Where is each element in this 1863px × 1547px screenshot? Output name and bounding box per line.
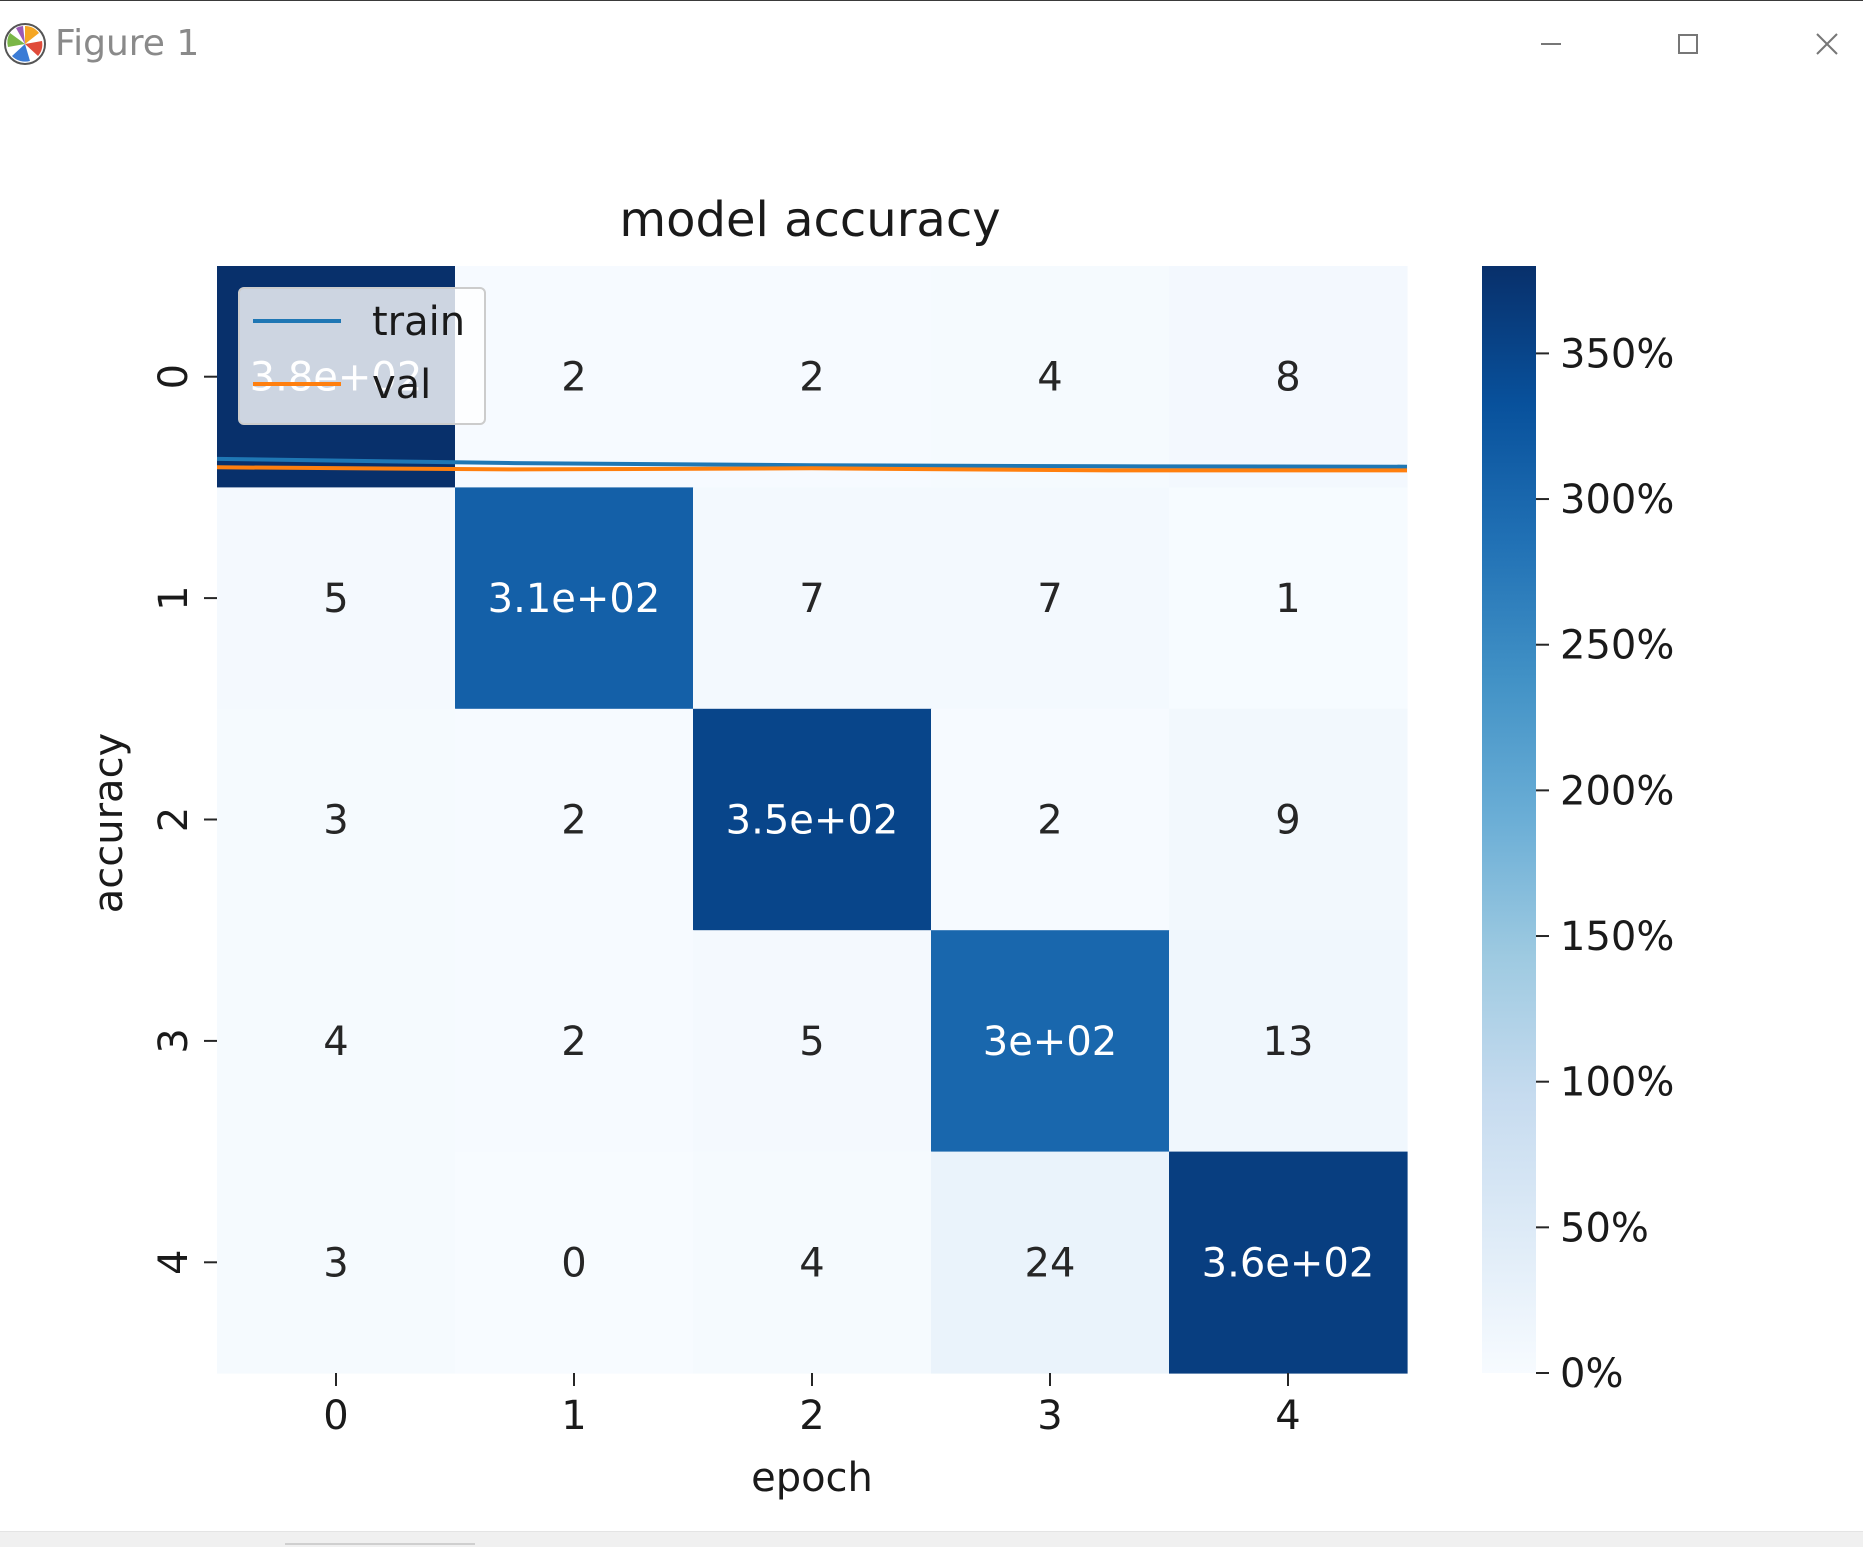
series-line-val [216, 465, 1407, 473]
heatmap-cells [217, 266, 1408, 1374]
cell-label: 5 [323, 576, 348, 622]
x-axis: 0 1 2 3 4 [323, 1373, 1301, 1439]
heatmap-cell [217, 708, 456, 931]
cell-label: 3 [323, 798, 348, 844]
maximize-button[interactable] [1658, 19, 1718, 69]
heatmap-cell [1169, 487, 1408, 710]
colorbar-tick-label: 150% [1560, 914, 1674, 960]
cell-label: 2 [799, 355, 824, 401]
heatmap-cell [455, 708, 694, 931]
cell-label: 3 [323, 1240, 348, 1286]
colorbar-tick-label: 100% [1560, 1060, 1674, 1106]
cell-label: 24 [1025, 1240, 1076, 1286]
cell-label: 3.6e+02 [1202, 1240, 1375, 1286]
colorbar-tick-label: 250% [1560, 623, 1674, 669]
y-axis-label: accuracy [86, 733, 132, 913]
colorbar-tick-label: 0% [1560, 1351, 1623, 1397]
series-lines [216, 456, 1408, 473]
cell-label: 2 [1037, 798, 1062, 844]
heatmap-cell [1169, 930, 1408, 1153]
heatmap-cell [455, 266, 694, 488]
heatmap-cell [455, 930, 694, 1153]
heatmap-cell [693, 266, 932, 488]
cell-label: 2 [561, 798, 586, 844]
x-axis-label: epoch [751, 1455, 873, 1501]
window-title: Figure 1 [55, 23, 200, 64]
cell-label: 2 [561, 355, 586, 401]
minimize-icon [1541, 43, 1561, 45]
heatmap-cell [931, 487, 1170, 710]
colorbar-bar [1482, 266, 1536, 1373]
x-tick-label: 1 [561, 1393, 586, 1439]
cell-label: 13 [1263, 1019, 1314, 1065]
y-tick-label: 1 [151, 585, 197, 610]
heatmap-cell [455, 1151, 694, 1374]
heatmap-cell [931, 266, 1170, 488]
x-tick-label: 3 [1037, 1393, 1062, 1439]
toolbar-strip [285, 1543, 475, 1545]
heatmap-cell [931, 1151, 1170, 1374]
cell-label: 9 [1275, 798, 1300, 844]
heatmap-cell [1169, 708, 1408, 931]
heatmap-cell [217, 1151, 456, 1374]
cell-label: 8 [1275, 355, 1300, 401]
cell-label: 0 [561, 1240, 586, 1286]
heatmap-annotations: 3.8e+02224853.1e+02771323.5e+02294253e+0… [250, 355, 1375, 1287]
heatmap-cell [455, 487, 694, 710]
colorbar: 0% 50% 100% 150% 200% 250% 300% 350% [1482, 266, 1674, 1397]
cell-label: 3.5e+02 [726, 798, 899, 844]
close-icon [1816, 33, 1838, 55]
y-tick-label: 0 [151, 364, 197, 389]
colorbar-tick-label: 50% [1560, 1205, 1649, 1251]
x-tick-label: 4 [1275, 1393, 1300, 1439]
colorbar-tick-label: 300% [1560, 477, 1674, 523]
heatmap-cell [931, 708, 1170, 931]
cell-label: 7 [1037, 576, 1062, 622]
minimize-button[interactable] [1521, 19, 1581, 69]
cell-label: 7 [799, 576, 824, 622]
y-tick-label: 2 [151, 807, 197, 832]
series-line-train [216, 456, 1408, 469]
colorbar-tick-label: 200% [1560, 768, 1674, 814]
y-tick-label: 4 [151, 1250, 197, 1275]
y-axis: 0 1 2 3 4 [151, 364, 217, 1275]
heatmap-cell [693, 487, 932, 710]
heatmap-cell [1169, 1151, 1408, 1374]
cell-label: 4 [323, 1019, 348, 1065]
heatmap-cell [693, 708, 932, 931]
legend-label-train: train [372, 299, 465, 345]
cell-label: 1 [1275, 576, 1300, 622]
legend[interactable]: train val [238, 287, 486, 425]
cell-label: 4 [1037, 355, 1062, 401]
heatmap-cell [931, 930, 1170, 1153]
cell-label: 3e+02 [983, 1019, 1117, 1065]
colorbar-tick-label: 350% [1560, 331, 1674, 377]
cell-label: 2 [561, 1019, 586, 1065]
close-button[interactable] [1796, 19, 1856, 69]
x-tick-label: 0 [323, 1393, 348, 1439]
cell-label: 3.1e+02 [488, 576, 661, 622]
matplotlib-logo-icon [2, 21, 48, 67]
heatmap-cell [693, 1151, 932, 1374]
cell-label: 5 [799, 1019, 824, 1065]
heatmap-cell [693, 930, 932, 1153]
heatmap-cell [1169, 266, 1408, 488]
cell-label: 4 [799, 1240, 824, 1286]
y-tick-label: 3 [151, 1028, 197, 1053]
heatmap-cell [217, 487, 456, 710]
x-tick-label: 2 [799, 1393, 824, 1439]
title-bar: Figure 1 [0, 1, 1863, 93]
heatmap-cell [217, 930, 456, 1153]
chart-title: model accuracy [619, 192, 1000, 248]
maximize-icon [1678, 34, 1698, 54]
legend-label-val: val [372, 362, 431, 408]
